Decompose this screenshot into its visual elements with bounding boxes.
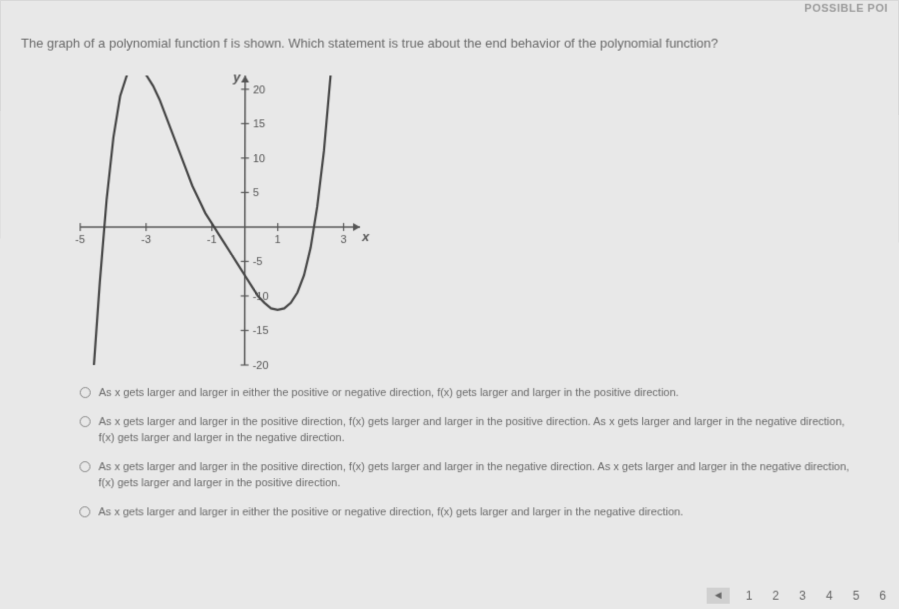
page-1[interactable]: 1 [742, 587, 757, 605]
radio-icon[interactable] [79, 506, 90, 517]
svg-text:15: 15 [253, 119, 265, 131]
header-label: POSSIBLE POI [804, 3, 887, 15]
svg-text:-5: -5 [253, 256, 263, 268]
page-5[interactable]: 5 [849, 587, 864, 605]
svg-text:x: x [361, 229, 370, 244]
svg-text:5: 5 [253, 188, 259, 200]
page-6[interactable]: 6 [875, 587, 890, 605]
page-4[interactable]: 4 [822, 587, 837, 605]
question-text: The graph of a polynomial function f is … [21, 36, 878, 51]
prev-page-button[interactable]: ◄ [707, 588, 730, 604]
svg-text:-15: -15 [253, 325, 269, 337]
option-text: As x gets larger and larger in either th… [99, 385, 850, 402]
pagination: ◄ 1 2 3 4 5 6 [707, 587, 891, 605]
svg-text:y: y [232, 69, 241, 84]
options-group: As x gets larger and larger in either th… [19, 385, 880, 520]
option-text: As x gets larger and larger in the posit… [98, 459, 849, 492]
polynomial-chart: -5-3-113-20-15-10-55101520xy [60, 66, 380, 375]
page-2[interactable]: 2 [768, 587, 783, 605]
option-d[interactable]: As x gets larger and larger in either th… [79, 504, 849, 521]
svg-text:-5: -5 [75, 234, 85, 246]
radio-icon[interactable] [80, 416, 91, 427]
page-3[interactable]: 3 [795, 587, 810, 605]
option-b[interactable]: As x gets larger and larger in the posit… [80, 414, 850, 447]
radio-icon[interactable] [80, 387, 91, 398]
option-text: As x gets larger and larger in the posit… [99, 414, 850, 447]
svg-text:1: 1 [275, 234, 281, 246]
svg-text:-1: -1 [207, 234, 217, 246]
svg-text:20: 20 [253, 84, 265, 96]
svg-text:3: 3 [341, 234, 347, 246]
svg-text:10: 10 [253, 153, 265, 165]
option-a[interactable]: As x gets larger and larger in either th… [80, 385, 850, 402]
svg-text:-20: -20 [253, 360, 269, 372]
svg-text:-3: -3 [141, 234, 151, 246]
option-c[interactable]: As x gets larger and larger in the posit… [79, 459, 849, 492]
option-text: As x gets larger and larger in either th… [98, 504, 849, 521]
radio-icon[interactable] [79, 461, 90, 472]
